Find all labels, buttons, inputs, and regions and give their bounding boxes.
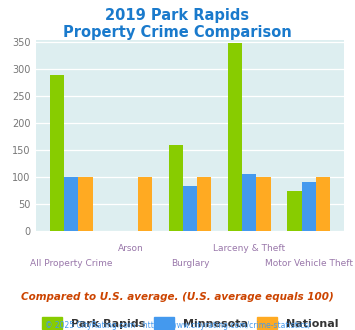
Bar xyxy=(78,177,93,231)
Text: Larceny & Theft: Larceny & Theft xyxy=(213,244,285,253)
Bar xyxy=(228,43,242,231)
Bar xyxy=(138,177,152,231)
Legend: Park Rapids, Minnesota, National: Park Rapids, Minnesota, National xyxy=(42,317,338,329)
Text: Compared to U.S. average. (U.S. average equals 100): Compared to U.S. average. (U.S. average … xyxy=(21,292,334,302)
Bar xyxy=(169,145,183,231)
Text: © 2025 CityRating.com - https://www.cityrating.com/crime-statistics/: © 2025 CityRating.com - https://www.city… xyxy=(45,321,310,330)
Bar xyxy=(316,177,330,231)
Bar xyxy=(256,177,271,231)
Bar xyxy=(64,177,78,231)
Text: Property Crime Comparison: Property Crime Comparison xyxy=(63,25,292,40)
Bar xyxy=(197,177,211,231)
Bar xyxy=(302,182,316,231)
Text: 2019 Park Rapids: 2019 Park Rapids xyxy=(105,8,250,23)
Bar xyxy=(242,174,256,231)
Text: Arson: Arson xyxy=(118,244,143,253)
Bar xyxy=(287,190,302,231)
Bar xyxy=(50,75,64,231)
Bar xyxy=(183,186,197,231)
Text: Motor Vehicle Theft: Motor Vehicle Theft xyxy=(265,259,353,268)
Text: All Property Crime: All Property Crime xyxy=(30,259,113,268)
Text: Burglary: Burglary xyxy=(171,259,209,268)
